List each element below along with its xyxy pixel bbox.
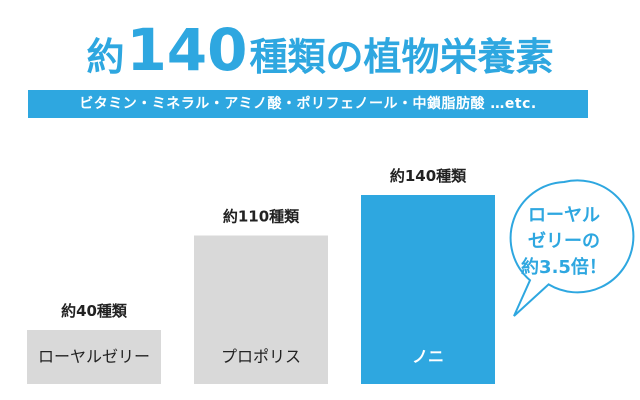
- value-label-2: 約110種類: [223, 208, 300, 226]
- callout-bubble-shape: [509, 179, 635, 317]
- callout-line-3: 約3.5倍！: [521, 257, 607, 278]
- category-label-1: ローヤルゼリー: [38, 347, 150, 366]
- callout-bubble: [509, 179, 635, 317]
- callout-line-2: ゼリーの: [528, 231, 600, 252]
- bar-3: [361, 195, 495, 384]
- value-label-1: 約40種類: [61, 302, 128, 320]
- headline-suffix: 種類の植物栄養素: [249, 35, 554, 79]
- headline-number: 140: [126, 16, 248, 84]
- category-label-2: プロポリス: [221, 347, 301, 366]
- callout-text: ローヤル ゼリーの 約3.5倍！: [512, 203, 616, 281]
- value-label-3: 約140種類: [390, 167, 467, 185]
- bar-2: [194, 235, 328, 384]
- headline-prefix: 約: [86, 35, 125, 79]
- category-label-3: ノニ: [412, 347, 444, 366]
- callout-line-1: ローヤル: [528, 205, 600, 226]
- nutrient-list-banner: ビタミン・ミネラル・アミノ酸・ポリフェノール・中鎖脂肪酸 …etc.: [28, 90, 588, 118]
- headline: 約140種類の植物栄養素: [0, 16, 640, 86]
- bar-1: [27, 330, 161, 384]
